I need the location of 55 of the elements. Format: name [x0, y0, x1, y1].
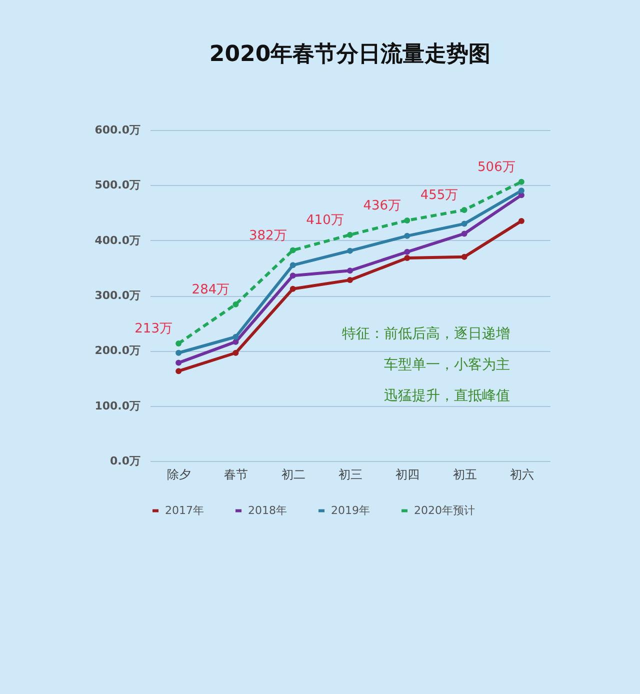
- point: [404, 217, 410, 224]
- point: [461, 220, 468, 227]
- x-tick-label: 除夕: [167, 468, 192, 482]
- point: [290, 272, 296, 279]
- legend-label: 2017年: [165, 504, 204, 517]
- x-tick-label: 初二: [281, 468, 306, 482]
- x-tick-label: 初五: [452, 468, 477, 482]
- point: [176, 360, 182, 366]
- annotation: 迅猛提升，直抵峰值: [384, 388, 510, 404]
- point: [404, 248, 410, 255]
- point: [518, 178, 524, 185]
- legend-label: 2019年: [331, 504, 370, 517]
- x-tick-label: 春节: [224, 468, 248, 482]
- x-tick-label: 初六: [510, 468, 534, 482]
- point: [461, 254, 468, 260]
- y-tick-label: 100.0万: [94, 399, 140, 412]
- point: [461, 207, 468, 213]
- point: [518, 188, 524, 194]
- point: [176, 368, 182, 374]
- y-tick-label: 500.0万: [94, 178, 140, 192]
- point: [404, 254, 410, 261]
- chart-title: 2020年春节分日流量走势图: [209, 41, 491, 67]
- x-tick-label: 初四: [396, 468, 420, 482]
- point: [461, 230, 468, 237]
- point: [232, 334, 239, 340]
- y-tick-label: 300.0万: [94, 289, 140, 302]
- point: [176, 340, 182, 346]
- point: [176, 350, 182, 356]
- point: [347, 248, 353, 254]
- data-label: 213万: [134, 321, 172, 336]
- point: [232, 350, 239, 356]
- y-tick-label: 0.0万: [110, 454, 140, 468]
- point: [347, 277, 353, 284]
- y-tick-label: 400.0万: [94, 234, 140, 247]
- data-label: 436万: [363, 198, 402, 214]
- point: [232, 301, 239, 308]
- y-tick-label: 200.0万: [94, 344, 140, 358]
- y-tick-label: 600.0万: [94, 124, 140, 136]
- legend-label: 2020年预计: [414, 504, 475, 517]
- data-label: 382万: [248, 228, 287, 244]
- data-label: 506万: [478, 160, 516, 175]
- legend-label: 2018年: [248, 504, 287, 517]
- point: [518, 218, 524, 224]
- point: [290, 286, 296, 292]
- data-label: 455万: [420, 188, 458, 203]
- annotation: 特征：前低后高，逐日递增: [342, 326, 510, 342]
- point: [290, 262, 296, 268]
- point: [290, 247, 296, 254]
- annotation: 车型单一，小客为主: [384, 357, 510, 373]
- point: [347, 268, 353, 274]
- x-tick-label: 初三: [338, 468, 362, 482]
- point: [347, 232, 353, 238]
- data-label: 410万: [306, 212, 344, 228]
- point: [404, 232, 410, 239]
- data-label: 284万: [192, 282, 230, 298]
